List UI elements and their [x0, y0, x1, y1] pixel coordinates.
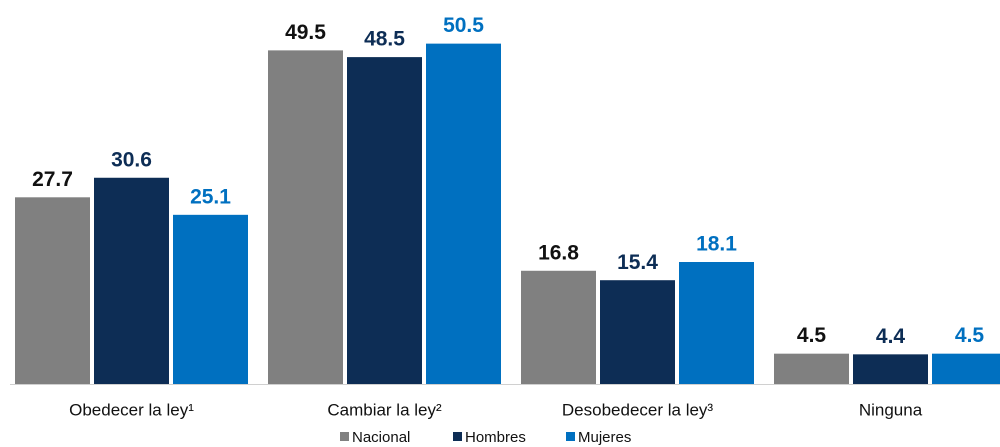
legend-label: Mujeres	[578, 429, 631, 446]
value-label: 49.5	[285, 21, 326, 44]
legend-swatch	[453, 432, 462, 441]
bar	[94, 177, 169, 384]
value-label: 27.7	[32, 168, 73, 191]
legend-swatch	[566, 432, 575, 441]
bar	[268, 50, 343, 385]
value-label: 18.1	[696, 233, 737, 256]
value-label: 15.4	[617, 251, 658, 274]
legend-label: Hombres	[465, 429, 526, 446]
value-label: 4.4	[876, 325, 906, 348]
bar	[15, 197, 90, 384]
bar	[932, 353, 1000, 384]
legend-label: Nacional	[352, 429, 410, 446]
value-label: 25.1	[190, 185, 231, 208]
value-label: 4.5	[955, 324, 985, 347]
value-label: 30.6	[111, 148, 152, 171]
bar	[426, 43, 501, 384]
x-tick-label: Obedecer la ley¹	[69, 400, 194, 419]
bar	[347, 57, 422, 385]
legend-swatch	[340, 432, 349, 441]
bar	[521, 270, 596, 384]
value-label: 48.5	[364, 28, 405, 51]
x-tick-label: Ninguna	[859, 400, 923, 419]
bar	[679, 262, 754, 384]
bar	[173, 214, 248, 384]
bar	[600, 280, 675, 384]
x-tick-label: Desobedecer la ley³	[562, 400, 714, 419]
value-label: 50.5	[443, 14, 484, 37]
bar	[774, 353, 849, 384]
value-label: 16.8	[538, 241, 579, 264]
value-label: 4.5	[797, 324, 827, 347]
x-tick-label: Cambiar la ley²	[327, 400, 442, 419]
bar	[853, 354, 928, 384]
